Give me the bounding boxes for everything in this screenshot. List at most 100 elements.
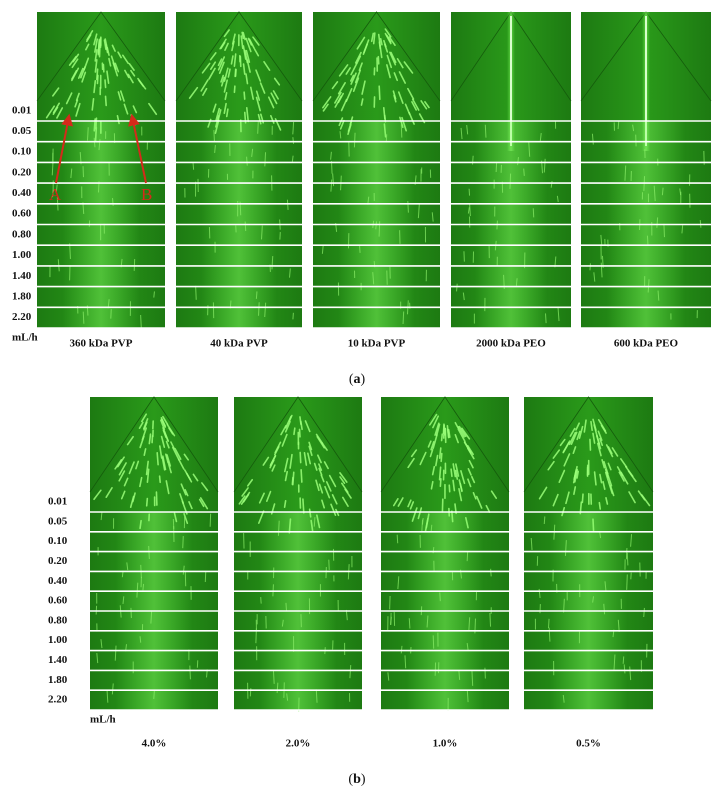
streak: [167, 461, 172, 474]
flow-streak: [517, 157, 519, 166]
streak: [183, 453, 190, 461]
streak: [241, 487, 249, 497]
unit-label: mL/h: [12, 332, 38, 344]
streak: [106, 70, 110, 85]
streak: [302, 498, 305, 514]
streak: [390, 51, 397, 64]
streak: [358, 62, 363, 72]
paren: ): [361, 772, 366, 787]
row-label: 0.05: [12, 125, 32, 137]
streak: [460, 470, 466, 485]
streak: [455, 463, 460, 477]
streak: [299, 451, 302, 464]
streak: [372, 32, 376, 45]
streak: [212, 103, 217, 113]
flow-streak: [258, 302, 260, 316]
flow-streak: [153, 689, 155, 699]
streak: [135, 460, 140, 470]
flow-streak: [321, 245, 324, 254]
streak: [71, 70, 78, 80]
streak: [467, 478, 472, 488]
streak: [223, 67, 229, 82]
panel-caption: (b): [348, 772, 365, 787]
streak: [611, 447, 619, 457]
streak: [94, 49, 98, 62]
streak: [245, 37, 252, 53]
streak: [452, 463, 457, 478]
flow-streak: [142, 583, 145, 591]
streak: [398, 71, 407, 84]
flow-streak: [378, 221, 381, 237]
column-label: 1.0%: [433, 738, 458, 750]
streak: [255, 69, 262, 82]
flow-streak: [593, 272, 596, 282]
streak: [158, 475, 161, 484]
streak: [471, 475, 476, 484]
streak: [244, 49, 249, 64]
flow-streak: [528, 142, 531, 157]
flow-streak: [630, 534, 633, 547]
flow-streak: [150, 611, 153, 624]
streak: [238, 495, 246, 505]
streak: [265, 490, 272, 503]
streak: [315, 479, 320, 492]
streak: [242, 31, 246, 41]
streak: [392, 498, 399, 507]
flow-streak: [122, 596, 125, 604]
streak: [616, 466, 624, 477]
flow-streak: [244, 221, 247, 232]
streak: [119, 90, 125, 102]
flow-streak: [251, 148, 254, 157]
flow-streak: [264, 152, 267, 167]
streak: [201, 482, 209, 492]
flow-streak: [460, 127, 463, 140]
streak: [599, 473, 603, 484]
flow-streak: [663, 223, 665, 238]
streak: [424, 101, 430, 109]
flow-streak: [189, 665, 191, 680]
row-label: 0.01: [48, 496, 67, 508]
streak: [217, 58, 223, 67]
streak: [440, 433, 444, 442]
row-label: 1.40: [12, 270, 32, 282]
streak: [393, 72, 399, 82]
streak: [454, 433, 459, 444]
flow-streak: [626, 552, 629, 566]
row-label: 2.20: [48, 694, 68, 706]
streak: [139, 476, 143, 488]
flow-streak: [656, 217, 659, 228]
streak: [581, 493, 584, 504]
streak: [318, 483, 324, 494]
flow-streak: [557, 307, 560, 322]
streak: [397, 91, 404, 105]
streak: [383, 43, 389, 53]
flow-streak: [646, 235, 649, 245]
streak: [217, 56, 226, 71]
streak: [93, 489, 102, 501]
streak: [209, 52, 217, 61]
streak: [160, 418, 167, 428]
flow-streak: [213, 130, 215, 142]
streak: [331, 81, 339, 90]
streak: [162, 455, 167, 471]
streak: [220, 76, 226, 87]
streak: [325, 481, 332, 492]
annotation: B: [141, 185, 152, 204]
flow-streak: [421, 519, 424, 533]
streak: [420, 100, 428, 110]
streak: [339, 476, 346, 484]
flow-streak: [387, 672, 390, 681]
flow-streak: [100, 512, 103, 521]
spray-image: [450, 11, 572, 329]
streak: [280, 425, 287, 436]
streak: [199, 497, 209, 510]
streak: [454, 469, 459, 480]
streak: [361, 80, 366, 95]
column-label: 4.0%: [142, 738, 167, 750]
streak: [409, 501, 415, 510]
streak: [138, 421, 144, 429]
streak: [485, 504, 491, 513]
streak: [225, 108, 229, 118]
flow-streak: [276, 682, 279, 694]
row-label: 0.40: [12, 187, 32, 199]
